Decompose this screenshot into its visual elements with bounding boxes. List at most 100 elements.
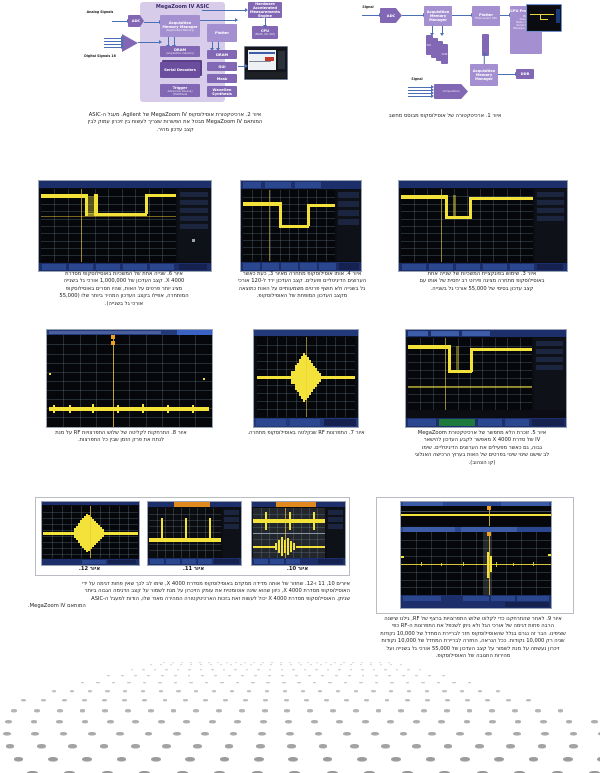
halftone-dot <box>315 662 318 663</box>
figures-10-12-caption-line-1: איורים 10, 11 ו-12. שחזור של אותה מדידה … <box>82 581 350 587</box>
acquisition-memory-manager-2-block: Acquisition Memory Manager <box>470 64 498 86</box>
halftone-dot <box>101 699 107 702</box>
acquisition-memory-manager-label: Acquisition Memory Manager <box>426 10 450 22</box>
halftone-dot <box>489 709 496 712</box>
halftone-dot <box>211 690 216 692</box>
acquisition-memory-manager-sublabel: (Segmented Memory) <box>165 28 195 32</box>
halftone-dot <box>379 664 383 666</box>
halftone-dot <box>324 662 327 663</box>
figure-9-caption-line-2: הרבה פחות דגימה של אורכי הגל ולא ניתן לש… <box>392 623 554 630</box>
display-thumbnail <box>526 4 562 32</box>
halftone-dot <box>323 699 329 702</box>
adc-label: ADC <box>131 19 141 23</box>
halftone-dot <box>153 668 157 670</box>
halftone-dot <box>289 770 301 773</box>
halftone-dot <box>300 690 305 692</box>
figure-1-caption-text: איור 1. ארכיטקטורה של אוסילוסקופ מבוסס מ… <box>388 113 502 119</box>
halftone-dot <box>198 662 201 663</box>
halftone-dot <box>279 664 283 666</box>
halftone-dot <box>359 664 363 666</box>
figure-11-label-text: איור 11. <box>182 566 205 572</box>
amm-to-plotter-arrow <box>452 13 474 17</box>
amm-to-ddr-arrow <box>430 26 434 36</box>
figure-8-screenshot <box>46 329 213 428</box>
halftone-dot <box>79 709 86 712</box>
figure-2-caption-line-2: המותאם MegaZoom IV מבטל את הפשרות שצריך … <box>87 119 263 126</box>
halftone-dot <box>318 743 328 748</box>
halftone-dot <box>339 664 343 666</box>
halftone-dot <box>557 709 564 712</box>
halftone-dot <box>315 668 318 670</box>
figure-9-caption-line-5: זיכרון נעשתה על מנת לשמור על קצב העדכון … <box>386 645 560 652</box>
amm2-to-cpu-arrow <box>484 54 485 64</box>
halftone-dot <box>283 699 289 702</box>
figure-3-caption-line-3: קצב עדכון בסיסי של 55,000 אורכי גל בשניי… <box>430 285 534 292</box>
hwaccel-to-cpu-arrow <box>263 18 267 28</box>
dram-left-label: DRAM <box>173 48 187 52</box>
halftone-dot <box>224 743 234 748</box>
trigger-block: Trigger (Advanced, Zone & Traditional) <box>160 84 200 97</box>
halftone-dot <box>485 699 491 702</box>
figure-5-caption-line-4: לב שישנו שינוי שינוי בפרטים של האות בערו… <box>414 452 550 459</box>
comparators-label: Comparators <box>442 90 460 93</box>
halftone-dot <box>234 662 237 663</box>
halftone-dot <box>314 731 323 735</box>
halftone-dot <box>207 662 210 663</box>
halftone-dot <box>344 699 350 702</box>
halftone-dot <box>214 674 218 677</box>
digital-line-4 <box>104 46 124 49</box>
gui-to-scope-arrow <box>238 64 248 68</box>
figure-12-label: איור 12. <box>41 566 138 573</box>
halftone-dot <box>252 662 255 663</box>
halftone-dot <box>122 699 128 702</box>
dram-right-block: DRAM <box>207 50 237 59</box>
halftone-dot <box>436 681 441 684</box>
halftone-dot <box>5 720 12 723</box>
figures-10-12-caption-line-4: המותאם MegaZoom IV. <box>28 603 86 610</box>
halftone-dot <box>200 674 204 677</box>
halftone-dot <box>342 662 345 663</box>
halftone-dot <box>68 743 78 748</box>
halftone-dot <box>251 681 255 684</box>
halftone-dot <box>307 709 314 712</box>
halftone-dot <box>466 709 473 712</box>
halftone-dot <box>56 709 63 712</box>
halftone-dot <box>540 720 547 723</box>
halftone-dot <box>88 731 96 735</box>
halftone-dot <box>41 699 47 702</box>
halftone-dot <box>253 757 264 762</box>
wavegen-synthesis-block: WaveGen Synthesis <box>207 86 237 97</box>
halftone-dot <box>541 731 549 735</box>
figure-5-caption-line-3: גבוה, גם כאשר מפעילים את הערוצים הדיגיטל… <box>422 444 542 451</box>
wavegen-synthesis-label: WaveGen Synthesis <box>212 87 232 96</box>
halftone-dot <box>31 731 40 735</box>
halftone-dot <box>597 731 600 735</box>
halftone-dot <box>399 664 402 666</box>
halftone-dot <box>229 731 238 735</box>
amm-to-dram-arrow <box>166 37 170 48</box>
halftone-dot <box>176 690 181 692</box>
halftone-dot <box>381 743 390 748</box>
halftone-dot <box>235 681 240 684</box>
halftone-dot <box>216 662 219 663</box>
halftone-dot <box>328 681 332 684</box>
trigger-label: Trigger <box>172 85 188 90</box>
halftone-dot <box>534 709 541 712</box>
halftone-dot <box>353 690 358 692</box>
figure-4-caption-line-4: מקצב העדכון המופחת של האוסילוסקופ. <box>256 293 348 300</box>
halftone-dot <box>176 770 188 773</box>
halftone-dot <box>59 731 68 735</box>
halftone-dot <box>489 720 496 723</box>
halftone-dot <box>387 662 390 663</box>
ddr-stack-1-label: DDR <box>426 43 433 47</box>
halftone-dot <box>259 720 267 723</box>
halftone-dot <box>52 690 57 692</box>
figure-10-label-text: איור 10. <box>286 566 309 572</box>
halftone-dot <box>352 709 359 712</box>
plotter-block: Plotter FPGA and/or CPU <box>472 6 500 26</box>
figure-1-caption: איור 1. ארכיטקטורה של אוסילוסקופ מבוסס מ… <box>330 113 560 120</box>
comparators-block: Comparators <box>434 84 468 99</box>
halftone-dot <box>241 674 244 677</box>
halftone-dot <box>5 743 15 748</box>
halftone-dot <box>87 690 92 692</box>
